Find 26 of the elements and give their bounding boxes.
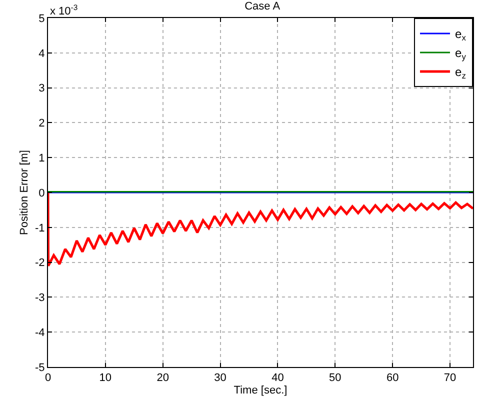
text: x 10$^{-3}$	[50, 3, 78, 18]
y-tick-label: -2	[35, 257, 45, 270]
x-tick-label: 40	[272, 372, 284, 384]
line-series	[48, 191, 473, 268]
y-tick-label: -4	[35, 326, 45, 339]
x-axis-title: Time [sec.]	[234, 384, 288, 396]
legend-label: e$_{y}$	[455, 46, 467, 62]
chart-title: Case A	[244, 0, 281, 13]
y-tick-label: 5	[38, 12, 45, 25]
y-axis-title: Position Error [m]	[18, 150, 31, 235]
legend-label: e$_{x}$	[455, 27, 467, 43]
x-tick-label: 30	[214, 372, 226, 384]
x-tick-label: 60	[386, 372, 399, 384]
x-tick-label: 70	[444, 372, 456, 384]
x-tick-label: 10	[99, 372, 112, 384]
y-tick-label: 4	[38, 48, 45, 60]
y-tick-label: 1	[38, 152, 45, 164]
legend-label: e$_{z}$	[455, 65, 466, 81]
x-tick-label: 50	[329, 372, 342, 384]
y-tick-label: 2	[38, 118, 45, 130]
y-tick-label: 0	[38, 187, 45, 200]
y-tick-label: 3	[38, 82, 45, 95]
x-tick-label: 20	[156, 372, 169, 384]
y-tick-label: -1	[35, 222, 45, 234]
y-tick-label: -3	[35, 292, 45, 304]
y-tick-label: -5	[35, 362, 45, 374]
